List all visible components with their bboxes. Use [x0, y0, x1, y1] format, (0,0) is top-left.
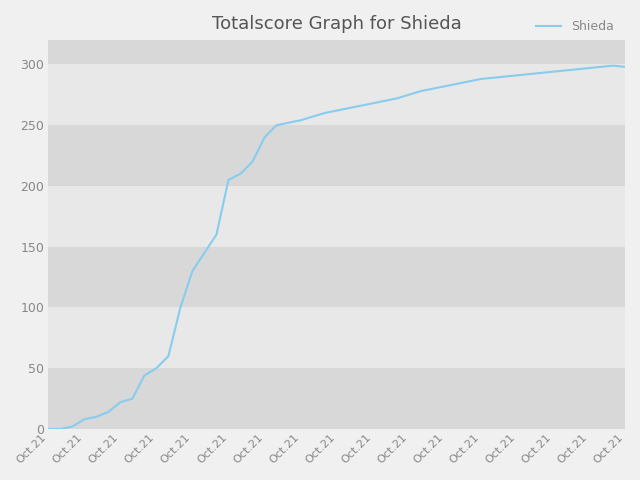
Shieda — [189, 268, 196, 274]
Shieda — [92, 414, 100, 420]
Shieda — [501, 74, 509, 80]
Shieda — [237, 171, 244, 177]
Shieda — [285, 120, 292, 126]
Shieda — [81, 416, 88, 422]
Line: Shieda: Shieda — [48, 66, 625, 429]
Shieda — [465, 79, 472, 84]
Title: Totalscore Graph for Shieda: Totalscore Graph for Shieda — [212, 15, 461, 33]
Shieda — [513, 72, 521, 78]
Shieda — [164, 353, 172, 359]
Shieda — [417, 88, 424, 94]
Shieda — [621, 64, 629, 70]
Shieda — [609, 63, 617, 69]
Legend: Shieda: Shieda — [531, 15, 619, 38]
Bar — [48, 40, 625, 64]
Bar — [48, 368, 625, 429]
Shieda — [369, 100, 376, 106]
Shieda — [333, 108, 340, 113]
Bar — [48, 64, 625, 125]
Shieda — [68, 424, 76, 430]
Shieda — [345, 105, 353, 111]
Shieda — [441, 84, 449, 89]
Shieda — [549, 69, 557, 74]
Shieda — [429, 86, 436, 92]
Shieda — [104, 409, 112, 415]
Shieda — [297, 118, 305, 123]
Shieda — [561, 68, 569, 73]
Shieda — [573, 66, 580, 72]
Shieda — [129, 396, 136, 401]
Shieda — [212, 232, 220, 238]
Bar — [48, 247, 625, 308]
Shieda — [477, 76, 484, 82]
Shieda — [249, 159, 257, 165]
Shieda — [321, 110, 328, 116]
Shieda — [177, 305, 184, 311]
Shieda — [56, 426, 64, 432]
Shieda — [225, 177, 232, 183]
Shieda — [525, 71, 532, 77]
Shieda — [597, 64, 605, 70]
Shieda — [585, 65, 593, 71]
Shieda — [393, 96, 401, 101]
Shieda — [381, 98, 388, 104]
Shieda — [273, 122, 280, 128]
Shieda — [200, 250, 208, 256]
Shieda — [44, 426, 52, 432]
Bar — [48, 308, 625, 368]
Shieda — [453, 81, 461, 87]
Shieda — [537, 70, 545, 76]
Shieda — [405, 92, 413, 97]
Shieda — [308, 114, 316, 120]
Shieda — [357, 103, 365, 108]
Shieda — [141, 372, 148, 378]
Shieda — [489, 75, 497, 81]
Shieda — [116, 399, 124, 405]
Shieda — [152, 365, 160, 371]
Shieda — [260, 134, 268, 140]
Bar — [48, 125, 625, 186]
Bar — [48, 186, 625, 247]
